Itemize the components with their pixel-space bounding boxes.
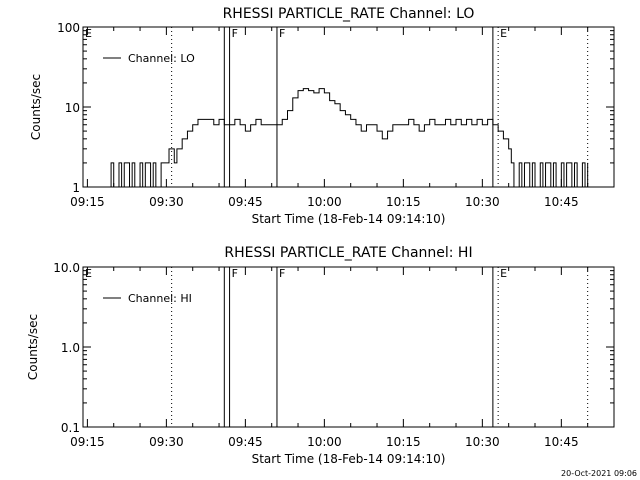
- y-tick-label: 100: [57, 21, 80, 35]
- panel-hi: RHESSI PARTICLE_RATE Channel: HI 09:15 09:…: [26, 245, 615, 466]
- event-marker-label: E: [85, 267, 92, 280]
- event-marker-label: E: [500, 27, 507, 40]
- event-marker-label: F: [232, 267, 238, 280]
- x-tick-label: 09:30: [149, 435, 184, 449]
- series-line: [108, 88, 589, 188]
- x-tick-label: 10:30: [465, 435, 500, 449]
- plot-frame: [82, 266, 615, 428]
- x-tick-label: 09:45: [228, 435, 263, 449]
- y-tick-label: 10.0: [53, 261, 80, 275]
- x-tick-label: 10:45: [544, 195, 579, 209]
- chart-title: RHESSI PARTICLE_RATE Channel: HI: [224, 245, 472, 261]
- y-axis-label: Counts/sec: [26, 314, 40, 380]
- x-tick-label: 10:00: [307, 195, 342, 209]
- y-axis-label: Counts/sec: [29, 74, 43, 140]
- x-tick-label: 10:45: [544, 435, 579, 449]
- x-tick-label: 10:15: [386, 435, 421, 449]
- footer-timestamp: 20-Oct-2021 09:06: [561, 469, 637, 478]
- x-tick-label: 09:45: [228, 195, 263, 209]
- chart-title: RHESSI PARTICLE_RATE Channel: LO: [223, 6, 475, 22]
- event-marker-label: E: [85, 27, 92, 40]
- y-tick-label: 1.0: [61, 341, 80, 355]
- y-tick-label: 10: [65, 101, 80, 115]
- y-tick-label: 1: [72, 181, 80, 195]
- x-axis-label: Start Time (18-Feb-14 09:14:10): [252, 452, 446, 466]
- x-tick-label: 10:15: [386, 195, 421, 209]
- event-marker-label: F: [279, 27, 285, 40]
- event-marker-label: F: [232, 27, 238, 40]
- x-axis-label: Start Time (18-Feb-14 09:14:10): [252, 212, 446, 226]
- x-tick-label: 10:30: [465, 195, 500, 209]
- x-tick-label: 09:15: [70, 435, 105, 449]
- panel-lo: RHESSI PARTICLE_RATE Channel: LO 09:15 09:…: [29, 6, 615, 226]
- x-tick-label: 09:30: [149, 195, 184, 209]
- x-tick-label: 09:15: [70, 195, 105, 209]
- legend-label: Channel: LO: [128, 52, 195, 65]
- y-tick-label: 0.1: [61, 421, 80, 435]
- event-marker-label: F: [279, 267, 285, 280]
- x-tick-label: 10:00: [307, 435, 342, 449]
- event-marker-label: E: [500, 267, 507, 280]
- legend-label: Channel: HI: [128, 292, 192, 305]
